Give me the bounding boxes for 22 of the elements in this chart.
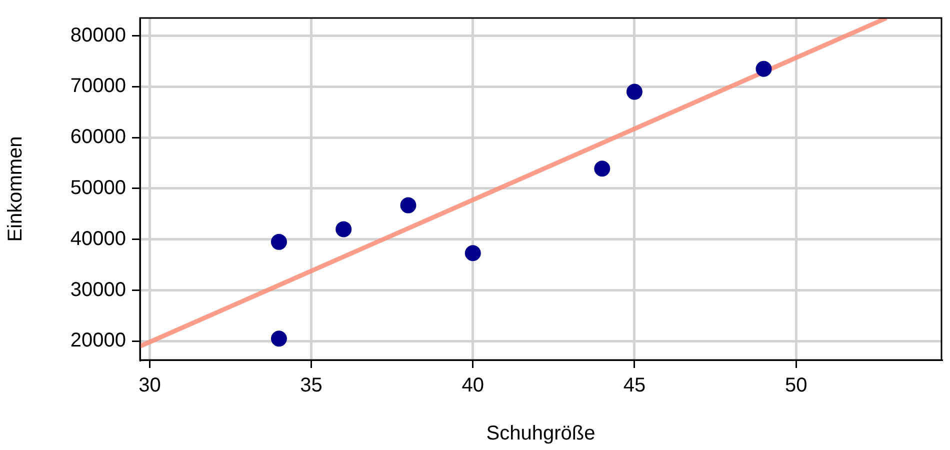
- x-tick-label: 35: [300, 374, 322, 397]
- point: [270, 330, 287, 347]
- point: [464, 245, 481, 262]
- point: [336, 221, 352, 238]
- y-tick-label: 70000: [70, 75, 126, 98]
- y-tick-label: 40000: [70, 228, 126, 250]
- y-tick-label: 80000: [70, 24, 126, 46]
- point: [594, 160, 610, 177]
- x-tick-label: 30: [138, 374, 161, 397]
- y-axis-title: Einkommen: [4, 136, 27, 242]
- x-tick-label: 50: [784, 374, 808, 397]
- x-axis-title: Schuhgröße: [486, 422, 596, 445]
- y-tick-label: 20000: [70, 330, 126, 352]
- point: [626, 84, 642, 100]
- y-tick-label: 50000: [70, 177, 126, 200]
- point: [400, 197, 416, 214]
- x-tick-label: 40: [462, 374, 484, 397]
- x-tick-label: 45: [623, 374, 646, 397]
- y-tick-label: 30000: [70, 278, 126, 301]
- y-tick-label: 60000: [70, 126, 126, 148]
- point: [756, 60, 772, 77]
- point: [270, 234, 287, 250]
